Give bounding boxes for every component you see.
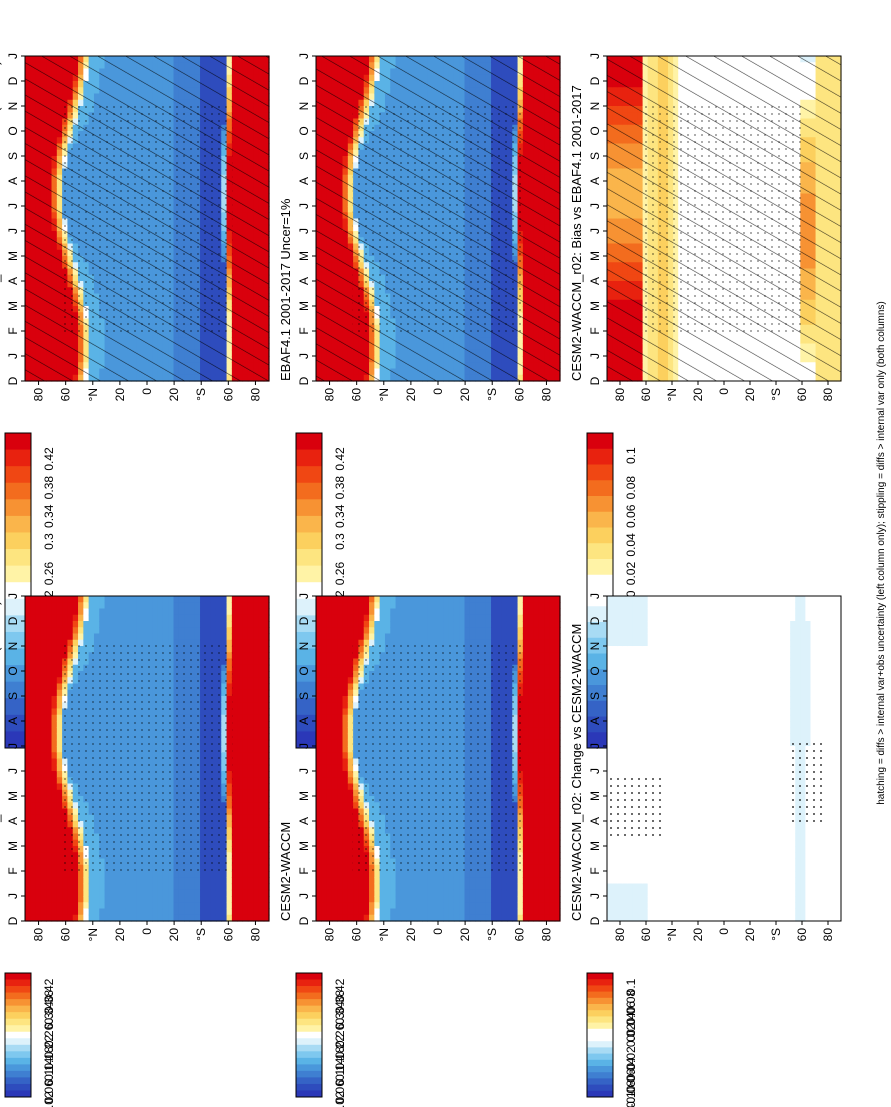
colorbar-swatch: [5, 482, 31, 500]
colorbar-swatch: [5, 515, 31, 533]
month-tick-label: J: [297, 228, 311, 234]
colorbar-swatch: [296, 515, 322, 533]
lat-tick-label: 80: [539, 388, 553, 402]
month-tick-label: N: [297, 102, 311, 111]
month-tick-label: F: [6, 327, 20, 334]
lat-tick-label: °N: [86, 388, 100, 401]
colorbar-swatch: [296, 565, 322, 583]
month-tick-label: S: [297, 152, 311, 160]
month-tick-label: A: [297, 277, 311, 285]
lat-tick-label: 80: [32, 388, 46, 402]
lat-tick-label: °S: [194, 388, 208, 401]
colorbar-swatch: [296, 582, 322, 600]
month-tick-label: M: [297, 251, 311, 261]
month-tick-label: J: [6, 53, 20, 59]
colorbar-swatch: [5, 565, 31, 583]
colorbar-swatch: [296, 499, 322, 517]
month-tick-label: A: [297, 177, 311, 185]
colorbar-swatch: [296, 532, 322, 550]
colorbar-label: 0.26: [333, 562, 347, 586]
month-tick-label: D: [297, 376, 311, 385]
month-tick-label: M: [297, 301, 311, 311]
lat-tick-label: 60: [350, 388, 364, 402]
month-tick-label: D: [6, 376, 20, 385]
month-tick-label: N: [6, 102, 20, 111]
month-tick-label: A: [6, 177, 20, 185]
colorbar-swatch: [5, 449, 31, 467]
stippling-overlay: [352, 104, 524, 333]
colorbar-swatch: [5, 499, 31, 517]
colorbar-swatch: [296, 549, 322, 567]
colorbar-label: 0.42: [333, 447, 347, 471]
colorbar-swatch: [296, 449, 322, 467]
month-tick-label: J: [297, 53, 311, 59]
month-tick-label: J: [6, 203, 20, 209]
lat-tick-label: 60: [512, 388, 526, 402]
lat-tick-label: 0: [140, 388, 154, 395]
month-tick-label: D: [6, 76, 20, 85]
month-tick-label: A: [6, 277, 20, 285]
lat-tick-label: 20: [113, 388, 127, 402]
lat-tick-label: °S: [485, 388, 499, 401]
panel-title: EBAF4.1 2001-2017 Uncer=1%: [278, 198, 293, 381]
colorbar-swatch: [296, 466, 322, 484]
colorbar-label: 0.26: [42, 562, 56, 586]
colorbar-frame: [295, 432, 323, 749]
stippling-overlay: [61, 104, 233, 333]
lat-tick-label: 20: [167, 388, 181, 402]
month-tick-label: F: [297, 327, 311, 334]
colorbar-swatch: [296, 433, 322, 450]
month-tick-label: D: [297, 76, 311, 85]
lat-tick-label: 20: [458, 388, 472, 402]
month-tick-label: J: [6, 228, 20, 234]
month-tick-label: O: [297, 126, 311, 135]
panel-left-top: D J F M A M J J A S O N D J 80 60 °N 20 0 20 °S 60 80 CESM2-WAC…: [0, 53, 270, 401]
colorbar-label: 0.34: [333, 504, 347, 528]
lat-tick-label: °N: [377, 388, 391, 401]
lat-tick-label: 0: [431, 388, 445, 395]
colorbar-label: 0.3: [42, 533, 56, 550]
month-tick-label: M: [6, 301, 20, 311]
lat-tick-label: 20: [404, 388, 418, 402]
lat-tick-label: 60: [59, 388, 73, 402]
month-tick-label: O: [6, 126, 20, 135]
colorbar-swatch: [5, 433, 31, 450]
colorbar-frame: [4, 432, 32, 749]
month-tick-label: J: [297, 353, 311, 359]
colorbar-label: 0.38: [42, 476, 56, 500]
colorbar-swatch: [5, 466, 31, 484]
colorbar-label: 0.34: [42, 504, 56, 528]
colorbar-label: 0.42: [42, 447, 56, 471]
lat-tick-label: 80: [248, 388, 262, 402]
colorbar-swatch: [5, 549, 31, 567]
colorbar-swatch: [5, 582, 31, 600]
month-tick-label: J: [6, 353, 20, 359]
month-tick-label: M: [6, 251, 20, 261]
month-tick-label: S: [6, 152, 20, 160]
month-tick-label: J: [297, 203, 311, 209]
panel-left-mid: D J F M A M J J A S O N D J 80 60 °N 20 0 20 °S 60 80 EBAF4.1 2…: [278, 53, 561, 401]
colorbar-label: 0.3: [333, 533, 347, 550]
lat-tick-label: 60: [221, 388, 235, 402]
lat-tick-label: 80: [323, 388, 337, 402]
colorbar-swatch: [5, 532, 31, 550]
panel-title: CESM2-WACCM_r02: Years 1980-1999 : albs …: [0, 61, 2, 381]
colorbar-swatch: [296, 482, 322, 500]
colorbar-label: 0.38: [333, 476, 347, 500]
